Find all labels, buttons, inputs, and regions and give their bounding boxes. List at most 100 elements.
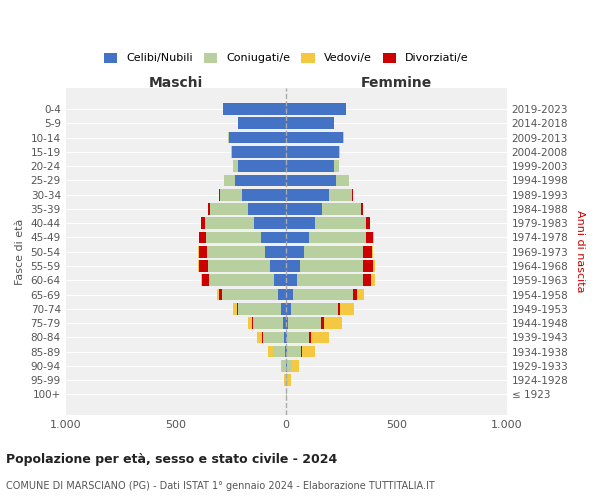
Bar <box>286 346 287 358</box>
Bar <box>278 288 286 300</box>
Bar <box>371 274 375 286</box>
Bar <box>308 232 365 243</box>
Bar <box>365 232 373 243</box>
Bar <box>219 288 221 300</box>
Bar <box>286 274 297 286</box>
Text: Femmine: Femmine <box>361 76 432 90</box>
Bar <box>224 174 235 186</box>
Bar <box>290 303 338 314</box>
Bar <box>199 232 206 243</box>
Bar <box>257 332 262 343</box>
Bar <box>248 317 252 329</box>
Bar <box>209 274 274 286</box>
Bar <box>286 203 322 215</box>
Bar <box>208 260 269 272</box>
Bar <box>233 303 236 314</box>
Bar <box>223 103 286 115</box>
Bar <box>197 260 199 272</box>
Bar <box>273 346 285 358</box>
Bar <box>285 346 286 358</box>
Bar <box>286 246 304 258</box>
Bar <box>210 203 248 215</box>
Bar <box>283 317 286 329</box>
Bar <box>261 232 286 243</box>
Bar <box>293 288 353 300</box>
Bar <box>284 332 286 343</box>
Bar <box>206 232 261 243</box>
Bar <box>238 303 281 314</box>
Bar <box>238 160 286 172</box>
Bar <box>208 203 210 215</box>
Bar <box>288 374 291 386</box>
Bar <box>286 260 300 272</box>
Bar <box>356 288 364 300</box>
Bar <box>373 232 374 243</box>
Bar <box>353 288 356 300</box>
Bar <box>201 218 205 229</box>
Bar <box>286 317 289 329</box>
Bar <box>323 317 342 329</box>
Text: Maschi: Maschi <box>149 76 203 90</box>
Bar <box>292 360 299 372</box>
Bar <box>199 260 208 272</box>
Bar <box>281 303 286 314</box>
Bar <box>232 146 286 158</box>
Bar <box>253 317 283 329</box>
Bar <box>269 260 286 272</box>
Bar <box>200 274 202 286</box>
Y-axis label: Anni di nascita: Anni di nascita <box>575 210 585 293</box>
Bar <box>340 303 354 314</box>
Bar <box>207 246 265 258</box>
Bar <box>254 218 286 229</box>
Bar <box>281 360 282 372</box>
Bar <box>286 189 329 200</box>
Bar <box>352 189 353 200</box>
Bar <box>242 189 286 200</box>
Bar <box>238 118 286 129</box>
Bar <box>363 260 373 272</box>
Bar <box>286 132 343 143</box>
Bar <box>311 332 329 343</box>
Bar <box>229 132 286 143</box>
Bar <box>263 332 284 343</box>
Bar <box>286 103 346 115</box>
Bar <box>287 346 301 358</box>
Bar <box>289 317 322 329</box>
Legend: Celibi/Nubili, Coniugati/e, Vedovi/e, Divorziati/e: Celibi/Nubili, Coniugati/e, Vedovi/e, Di… <box>100 48 473 68</box>
Bar <box>252 317 253 329</box>
Bar <box>316 218 365 229</box>
Bar <box>286 232 308 243</box>
Bar <box>286 160 334 172</box>
Bar <box>286 218 316 229</box>
Bar <box>287 360 292 372</box>
Bar <box>334 160 339 172</box>
Bar <box>372 246 373 258</box>
Bar <box>219 189 220 200</box>
Bar <box>287 332 310 343</box>
Bar <box>265 246 286 258</box>
Bar <box>217 288 219 300</box>
Y-axis label: Fasce di età: Fasce di età <box>15 218 25 285</box>
Bar <box>262 332 263 343</box>
Bar <box>268 346 272 358</box>
Bar <box>364 274 371 286</box>
Bar <box>365 218 370 229</box>
Bar <box>286 146 338 158</box>
Bar <box>274 274 286 286</box>
Bar <box>322 317 323 329</box>
Bar <box>282 360 286 372</box>
Bar <box>286 332 287 343</box>
Bar <box>231 146 232 158</box>
Bar <box>220 189 242 200</box>
Bar <box>338 146 340 158</box>
Bar <box>236 303 238 314</box>
Text: COMUNE DI MARSCIANO (PG) - Dati ISTAT 1° gennaio 2024 - Elaborazione TUTTITALIA.: COMUNE DI MARSCIANO (PG) - Dati ISTAT 1°… <box>6 481 435 491</box>
Bar <box>285 374 286 386</box>
Bar <box>286 303 290 314</box>
Bar <box>286 374 288 386</box>
Bar <box>205 218 254 229</box>
Bar <box>338 303 340 314</box>
Bar <box>364 246 372 258</box>
Bar <box>248 203 286 215</box>
Bar <box>286 118 334 129</box>
